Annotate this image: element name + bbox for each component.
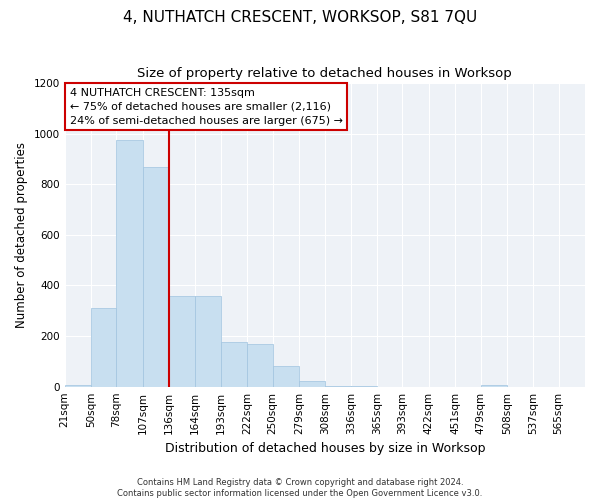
- Bar: [143, 166, 169, 386]
- Bar: [91, 308, 116, 386]
- Text: 4 NUTHATCH CRESCENT: 135sqm
← 75% of detached houses are smaller (2,116)
24% of : 4 NUTHATCH CRESCENT: 135sqm ← 75% of det…: [70, 88, 343, 126]
- Bar: [272, 366, 299, 386]
- Text: Contains HM Land Registry data © Crown copyright and database right 2024.
Contai: Contains HM Land Registry data © Crown c…: [118, 478, 482, 498]
- Text: 4, NUTHATCH CRESCENT, WORKSOP, S81 7QU: 4, NUTHATCH CRESCENT, WORKSOP, S81 7QU: [123, 10, 477, 25]
- Bar: [169, 296, 194, 386]
- Bar: [221, 342, 247, 386]
- Y-axis label: Number of detached properties: Number of detached properties: [15, 142, 28, 328]
- Bar: [247, 344, 272, 386]
- Bar: [299, 381, 325, 386]
- Bar: [194, 296, 221, 386]
- Title: Size of property relative to detached houses in Worksop: Size of property relative to detached ho…: [137, 68, 512, 80]
- Bar: [116, 140, 143, 386]
- X-axis label: Distribution of detached houses by size in Worksop: Distribution of detached houses by size …: [164, 442, 485, 455]
